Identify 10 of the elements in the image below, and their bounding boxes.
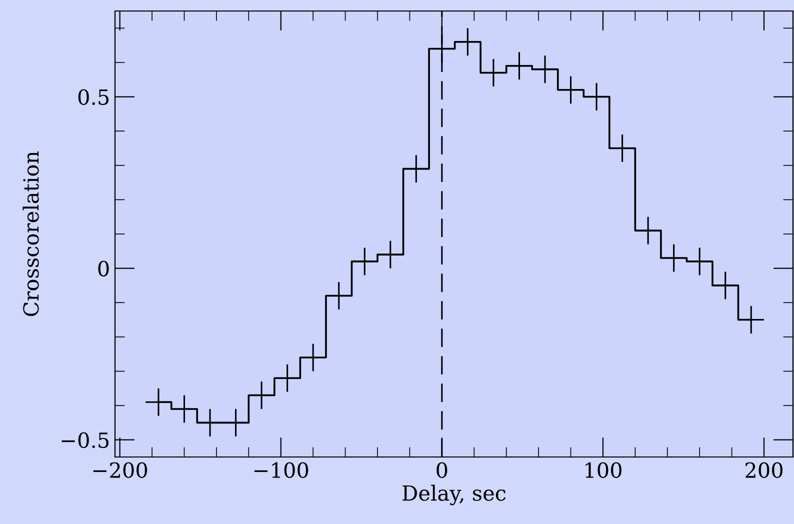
y-tick-label: 0.5 bbox=[78, 89, 109, 105]
x-axis-title: Delay, sec bbox=[402, 484, 506, 506]
x-tick-label: 100 bbox=[586, 462, 622, 478]
x-tick-label: −200 bbox=[93, 462, 148, 478]
y-tick-label: 0 bbox=[98, 260, 109, 277]
x-tick-label: 200 bbox=[746, 462, 783, 478]
x-tick-label: −100 bbox=[254, 462, 308, 478]
x-tick-label: 0 bbox=[436, 462, 448, 478]
y-tick-label: −0.5 bbox=[62, 432, 109, 448]
y-axis-title: Crosscorelation bbox=[22, 151, 39, 316]
